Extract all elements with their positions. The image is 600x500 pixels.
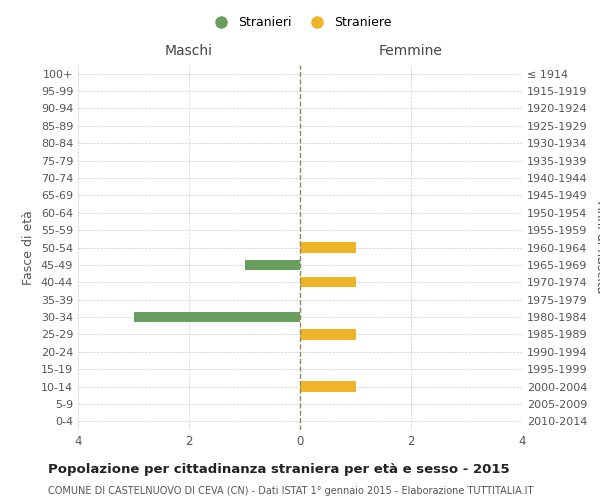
Text: Maschi: Maschi [165, 44, 213, 58]
Text: COMUNE DI CASTELNUOVO DI CEVA (CN) - Dati ISTAT 1° gennaio 2015 - Elaborazione T: COMUNE DI CASTELNUOVO DI CEVA (CN) - Dat… [48, 486, 533, 496]
Bar [245, 260, 300, 270]
Bar [300, 277, 355, 287]
Text: Popolazione per cittadinanza straniera per età e sesso - 2015: Popolazione per cittadinanza straniera p… [48, 462, 509, 475]
Bar [300, 382, 355, 392]
Legend: Stranieri, Straniere: Stranieri, Straniere [203, 11, 397, 34]
Bar [133, 312, 300, 322]
Y-axis label: Fasce di età: Fasce di età [22, 210, 35, 285]
Bar [300, 242, 355, 252]
Y-axis label: Anni di nascita: Anni di nascita [594, 201, 600, 294]
Text: Femmine: Femmine [379, 44, 443, 58]
Bar [300, 329, 355, 340]
